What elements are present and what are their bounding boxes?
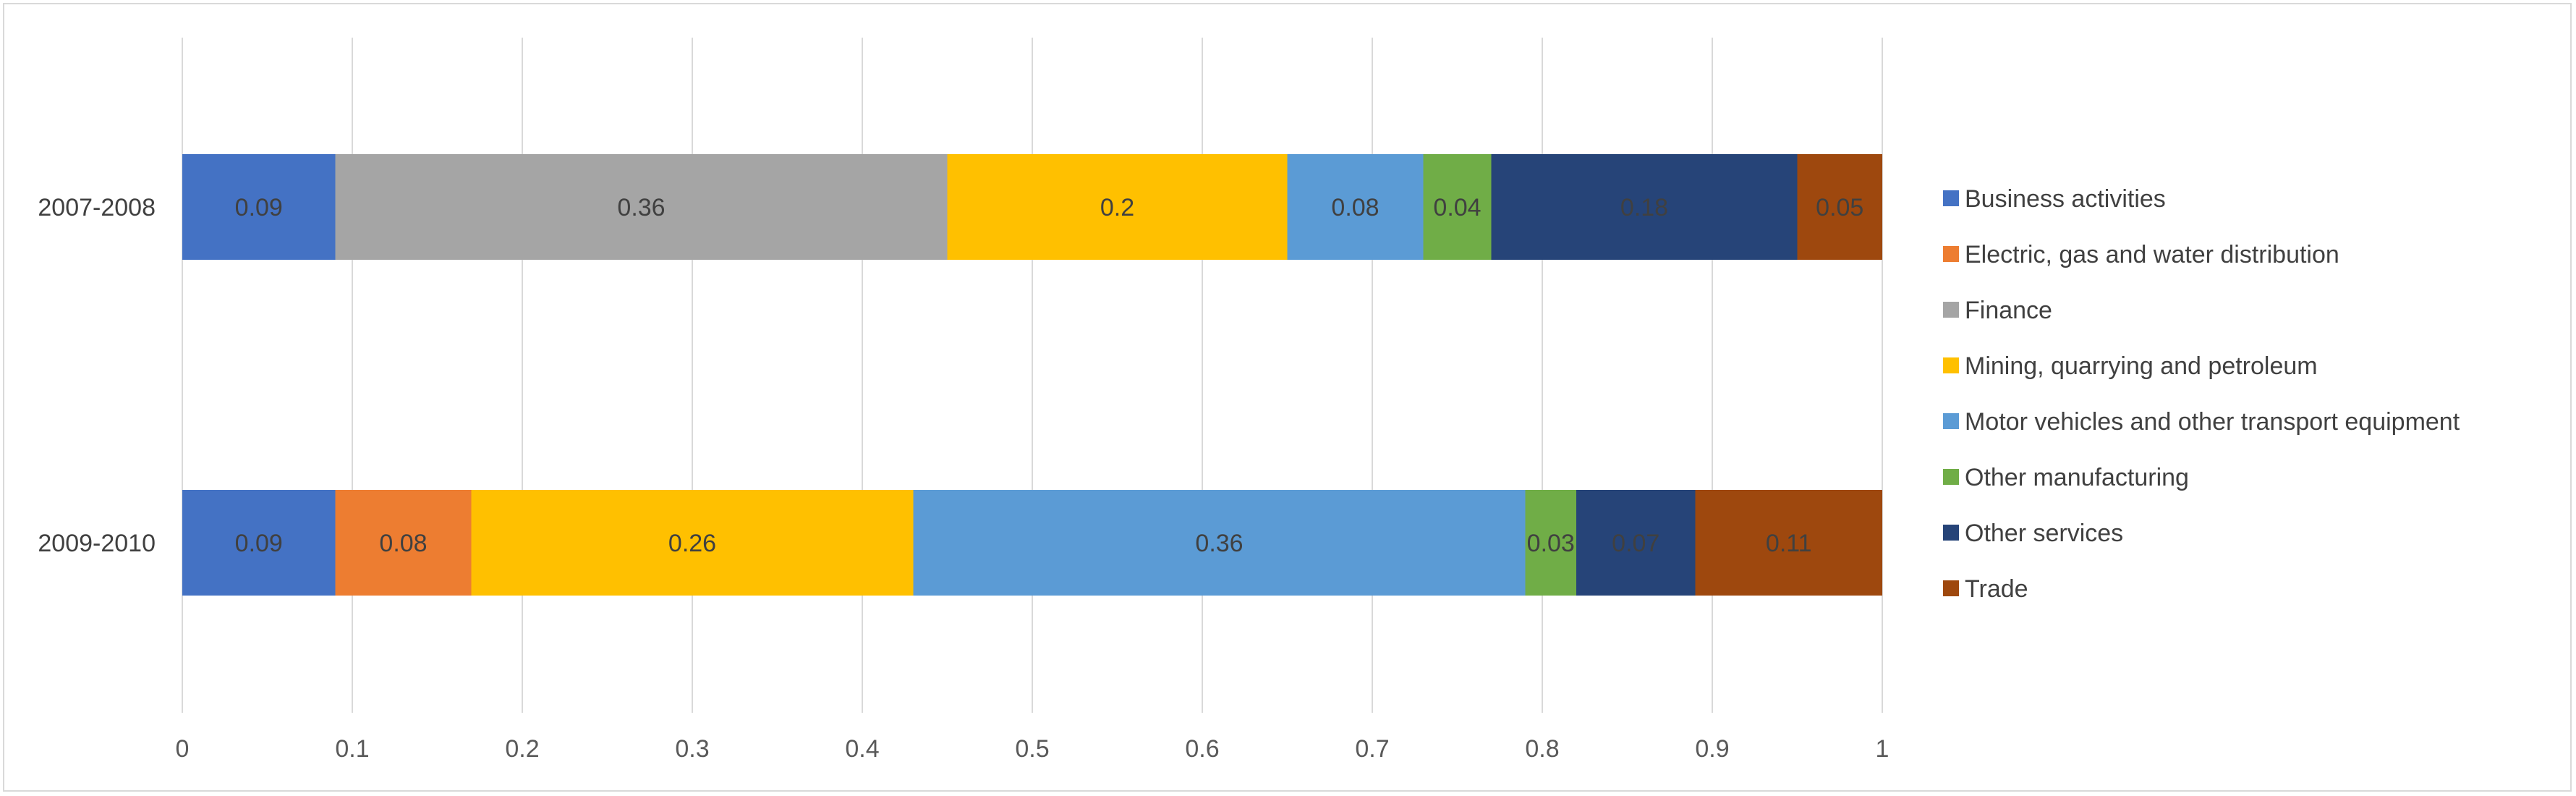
legend-label: Electric, gas and water distribution	[1965, 241, 2339, 268]
data-label: 0.36	[1195, 530, 1243, 557]
data-label: 0.05	[1816, 194, 1863, 221]
data-label: 0.08	[1331, 194, 1379, 221]
bar-segment	[1576, 490, 1696, 596]
bar-segment	[1423, 154, 1492, 260]
legend-swatch	[1943, 246, 1959, 262]
x-tick-label: 0.6	[1185, 735, 1219, 763]
bar-segment	[913, 490, 1526, 596]
data-label: 0.36	[617, 194, 665, 221]
legend-label: Mining, quarrying and petroleum	[1965, 352, 2318, 380]
legend-label: Trade	[1965, 575, 2028, 603]
bar-segment	[471, 490, 914, 596]
data-label: 0.08	[379, 530, 427, 557]
bar-segment	[1525, 490, 1576, 596]
x-tick-label: 0.9	[1695, 735, 1729, 763]
bar-segment	[335, 490, 472, 596]
data-label: 0.09	[235, 530, 283, 557]
data-label: 0.11	[1766, 530, 1812, 557]
legend-swatch	[1943, 357, 1959, 373]
bars	[182, 154, 1882, 596]
bar-segment	[335, 154, 948, 260]
legend-swatch	[1943, 413, 1959, 429]
bar-segment	[1287, 154, 1424, 260]
axes: 0 0.1 0.2 0.3 0.4 0.5 0.6 0.7 0.8 0.9 1 2007-2008 20…	[38, 194, 1889, 763]
category-label: 2009-2010	[38, 530, 156, 557]
bar-segment	[1695, 490, 1882, 596]
x-tick-label: 0.2	[505, 735, 539, 763]
legend-label: Other services	[1965, 520, 2123, 547]
x-tick-label: 0.5	[1015, 735, 1049, 763]
x-tick-label: 0.3	[675, 735, 709, 763]
legend: Business activities Electric, gas and wat…	[1943, 185, 2460, 603]
gridlines	[182, 38, 1883, 713]
x-tick-label: 0.8	[1525, 735, 1559, 763]
x-tick-label: 0.4	[845, 735, 879, 763]
x-tick-label: 1	[1876, 735, 1890, 763]
bar-segment	[1797, 154, 1882, 260]
legend-swatch	[1943, 580, 1959, 596]
chart-frame	[3, 3, 2572, 792]
data-labels: 0.09 0.36 0.2 0.08 0.04 0.18 0.05 0.09 0.08 0.26 0…	[235, 194, 1864, 557]
legend-label: Finance	[1965, 297, 2052, 324]
bar-segment	[947, 154, 1288, 260]
legend-label: Other manufacturing	[1965, 464, 2189, 491]
data-label: 0.03	[1527, 530, 1575, 557]
x-tick-label: 0.1	[335, 735, 369, 763]
bar-segment	[182, 154, 336, 260]
bar-segment	[182, 490, 336, 596]
data-label: 0.18	[1620, 194, 1668, 221]
legend-swatch	[1943, 525, 1959, 541]
data-label: 0.26	[668, 530, 716, 557]
data-label: 0.07	[1612, 530, 1659, 557]
data-label: 0.2	[1100, 194, 1134, 221]
x-tick-label: 0	[176, 735, 190, 763]
x-tick-label: 0.7	[1355, 735, 1389, 763]
legend-label: Motor vehicles and other transport equip…	[1965, 408, 2460, 436]
legend-label: Business activities	[1965, 185, 2166, 213]
data-label: 0.09	[235, 194, 283, 221]
legend-swatch	[1943, 190, 1959, 206]
category-label: 2007-2008	[38, 194, 156, 221]
bar-segment	[1491, 154, 1798, 260]
legend-swatch	[1943, 469, 1959, 485]
legend-swatch	[1943, 302, 1959, 318]
data-label: 0.04	[1433, 194, 1481, 221]
